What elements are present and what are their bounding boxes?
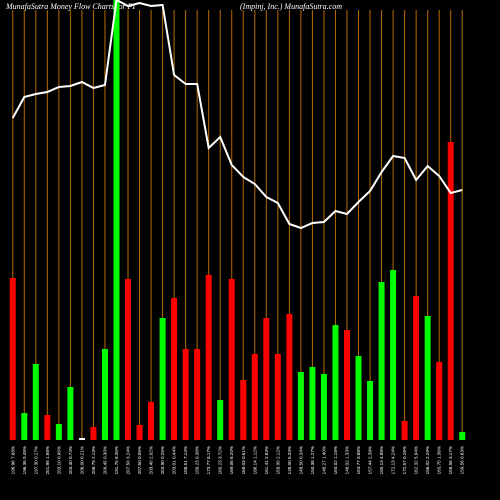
chart-title: MunafaSutra Money Flow Charts for PI bbox=[5, 2, 135, 11]
bar bbox=[263, 318, 270, 440]
x-tick-label: 201.95 1.68% bbox=[45, 446, 50, 474]
bar bbox=[182, 349, 189, 440]
x-tick-label: 196.96 7.68% bbox=[10, 446, 15, 474]
x-tick-label: 172.13 4.24% bbox=[391, 446, 396, 474]
bar bbox=[297, 372, 304, 440]
bar bbox=[159, 318, 166, 440]
chart-subtitle: (Impinj, Inc.) MunafaSutra.com bbox=[240, 2, 342, 11]
x-tick-label: 162.32 5.94% bbox=[414, 446, 419, 474]
bar bbox=[44, 415, 51, 440]
x-tick-label: 173.77 8.17% bbox=[206, 446, 211, 474]
x-tick-label: 157.44 2.39% bbox=[368, 446, 373, 474]
bar bbox=[320, 374, 327, 440]
bar bbox=[240, 380, 247, 440]
bar bbox=[378, 282, 385, 440]
x-tick-label: 168.03 0.61% bbox=[241, 446, 246, 474]
x-tick-label: 209.45 0.30% bbox=[102, 446, 107, 474]
x-tick-label: 172.57 0.26% bbox=[402, 446, 407, 474]
bar bbox=[447, 142, 454, 440]
bar bbox=[148, 402, 155, 440]
x-tick-label: 189.23 0.38% bbox=[195, 446, 200, 474]
x-tick-label: 197.30 0.27% bbox=[33, 446, 38, 474]
bar bbox=[78, 438, 85, 440]
bar bbox=[194, 349, 201, 440]
bar bbox=[9, 278, 16, 440]
x-tick-label: 148.00 6.33% bbox=[287, 446, 292, 474]
x-tick-label: 158.56 3.17% bbox=[448, 446, 453, 474]
bar bbox=[355, 356, 362, 440]
money-flow-line bbox=[11, 0, 463, 230]
bar bbox=[205, 275, 212, 440]
x-tick-label: 148.02 1.33% bbox=[344, 446, 349, 474]
bar bbox=[286, 314, 293, 440]
x-tick-label: 153.77 3.88% bbox=[356, 446, 361, 474]
bar bbox=[332, 325, 339, 440]
x-tick-label: 161.41 2.83% bbox=[264, 446, 269, 474]
bar bbox=[367, 381, 374, 440]
x-tick-label: 207.50 3.24% bbox=[126, 446, 131, 474]
x-tick-label: 208.00 0.21% bbox=[79, 446, 84, 474]
bar bbox=[90, 427, 97, 440]
bar bbox=[228, 279, 235, 440]
x-tick-label: 150.38 1.27% bbox=[310, 446, 315, 474]
bar bbox=[217, 400, 224, 440]
x-tick-label: 150.02 1.18% bbox=[333, 446, 338, 474]
x-tick-label: 191.75 8.35% bbox=[114, 446, 119, 474]
x-tick-label: 203.01 0.44% bbox=[172, 446, 177, 474]
bar bbox=[32, 364, 39, 440]
bar bbox=[55, 424, 62, 440]
bar bbox=[67, 387, 74, 440]
bar bbox=[125, 279, 132, 440]
bar bbox=[309, 367, 316, 440]
x-tick-label: 148.50 0.34% bbox=[298, 446, 303, 474]
bar bbox=[113, 0, 120, 440]
x-tick-label: 166.02 2.29% bbox=[425, 446, 430, 474]
x-tick-label: 159.56 0.63% bbox=[460, 446, 465, 474]
x-tick-label: 188.51 7.14% bbox=[183, 446, 188, 474]
x-tick-label: 208.79 2.13% bbox=[91, 446, 96, 474]
x-tick-label: 203.40 2.02% bbox=[149, 446, 154, 474]
bar bbox=[424, 316, 431, 440]
x-tick-label: 203.40 0.74% bbox=[68, 446, 73, 474]
x-tick-label: 203.10 0.95% bbox=[56, 446, 61, 474]
bar bbox=[401, 421, 408, 440]
bar bbox=[171, 298, 178, 440]
bar bbox=[413, 296, 420, 440]
bar bbox=[136, 425, 143, 440]
bar bbox=[436, 362, 443, 440]
x-tick-label: 163.75 1.36% bbox=[437, 446, 442, 474]
bar bbox=[251, 354, 258, 440]
x-tick-label: 158.00 2.12% bbox=[275, 446, 280, 474]
x-tick-label: 169.06 6.20% bbox=[229, 446, 234, 474]
x-tick-label: 166.14 1.12% bbox=[252, 446, 257, 474]
bar bbox=[101, 349, 108, 440]
bar bbox=[21, 413, 28, 440]
x-tick-label: 196.36 0.48% bbox=[22, 446, 27, 474]
bar bbox=[343, 330, 350, 440]
x-tick-label: 203.90 0.25% bbox=[160, 446, 165, 474]
x-tick-label: 207.60 0.05% bbox=[137, 446, 142, 474]
bar bbox=[459, 432, 466, 440]
x-tick-label: 165.13 4.88% bbox=[379, 446, 384, 474]
bar bbox=[274, 354, 281, 440]
bar bbox=[390, 270, 397, 440]
x-tick-label: 180.23 3.72% bbox=[218, 446, 223, 474]
x-tick-label: 148.27 1.40% bbox=[321, 446, 326, 474]
